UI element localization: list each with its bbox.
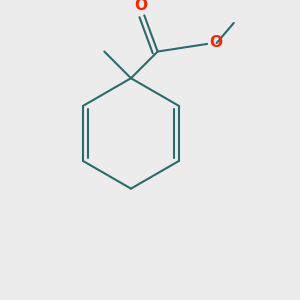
Text: O: O	[209, 34, 222, 50]
Text: O: O	[134, 0, 147, 14]
